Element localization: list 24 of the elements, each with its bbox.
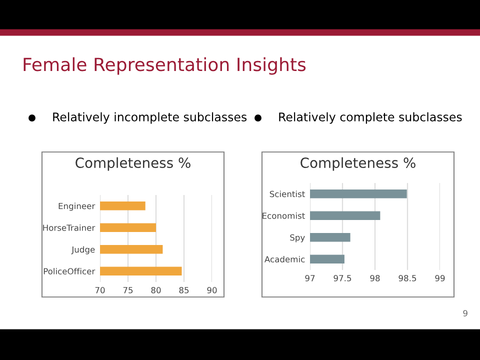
y-tick-label: Scientist — [270, 190, 305, 198]
x-tick-label: 75 — [123, 287, 133, 294]
x-tick-label: 97.5 — [334, 275, 352, 282]
text: 9 — [463, 310, 468, 316]
x-tick-label: 98.5 — [398, 275, 416, 282]
x-tick-label: 99 — [435, 275, 445, 282]
y-tick-label: Academic — [264, 256, 305, 262]
y-tick-label: Engineer — [58, 202, 96, 211]
x-tick-label: 80 — [151, 287, 161, 294]
y-tick-label: Judge — [71, 246, 95, 254]
y-tick-label: Spy — [290, 234, 305, 242]
y-tick-label: HorseTrainer — [43, 224, 96, 231]
chart-subtitle: Relatively incomplete subclasses — [53, 112, 247, 124]
text: Female Representation Insights — [24, 57, 306, 75]
chart-subtitle: Relatively complete subclasses — [279, 112, 462, 124]
x-tick-label: 98 — [370, 275, 380, 282]
chart-title: Completeness % — [300, 157, 416, 171]
x-tick-label: 90 — [207, 287, 217, 294]
y-tick-label: Economist — [262, 212, 305, 219]
x-tick-label: 85 — [179, 287, 189, 294]
x-tick-label: 97 — [305, 275, 315, 282]
chart-title: Completeness % — [76, 157, 190, 171]
y-tick-label: PoliceOfficer — [44, 268, 96, 274]
x-tick-label: 70 — [95, 287, 105, 294]
